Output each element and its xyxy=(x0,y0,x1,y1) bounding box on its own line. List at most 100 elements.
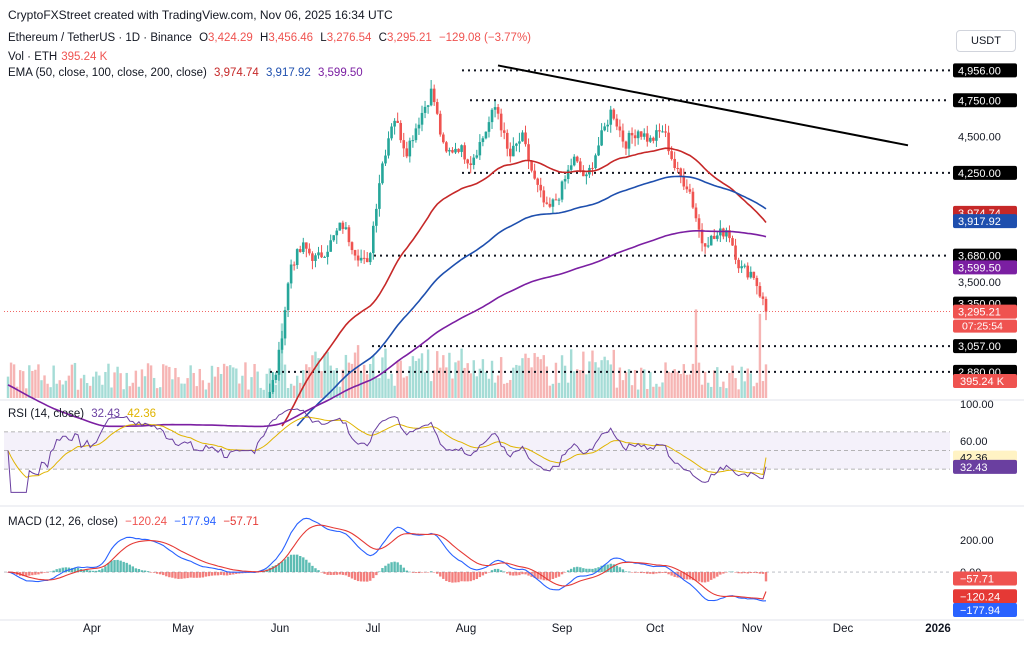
macd-histogram-bar xyxy=(52,570,55,573)
volume-bar xyxy=(195,386,198,398)
candle-body xyxy=(469,163,473,165)
volume-bar xyxy=(627,369,631,398)
macd-histogram-bar xyxy=(317,570,320,573)
macd-histogram-bar xyxy=(463,572,466,582)
macd-histogram-bar xyxy=(521,572,524,575)
candle-body xyxy=(490,109,494,123)
volume-bar xyxy=(25,388,28,398)
volume-bar xyxy=(207,382,211,398)
macd-histogram-bar xyxy=(679,572,682,579)
macd-histogram-bar xyxy=(46,572,49,573)
candle-body xyxy=(466,159,469,164)
volume-bar xyxy=(92,376,95,398)
volume-bar xyxy=(746,368,749,398)
candle-body xyxy=(375,208,378,226)
macd-histogram-bar xyxy=(390,562,393,573)
macd-histogram-bar xyxy=(195,572,198,578)
candle-body xyxy=(575,156,579,162)
macd-histogram-bar xyxy=(70,567,74,573)
volume-bar xyxy=(649,372,652,398)
candle-body xyxy=(408,140,412,157)
volume-bar xyxy=(122,389,125,398)
volume-bar xyxy=(515,364,518,398)
volume-bar xyxy=(274,384,278,398)
volume-bar xyxy=(107,363,110,398)
macd-histogram-bar xyxy=(548,572,552,581)
macd-histogram-bar xyxy=(95,570,98,573)
macd-histogram-bar xyxy=(165,572,168,577)
volume-bar xyxy=(146,363,150,398)
volume-bar xyxy=(560,355,564,398)
candle-body xyxy=(524,132,527,145)
volume-bar xyxy=(128,386,131,398)
macd-histogram-bar xyxy=(716,572,719,577)
macd-histogram-bar xyxy=(110,560,113,573)
macd-histogram-bar xyxy=(506,572,509,574)
candle-body xyxy=(761,296,765,299)
volume-bar xyxy=(734,378,737,398)
volume-bar xyxy=(713,370,716,398)
volume-bar xyxy=(579,370,582,398)
macd-signal-value: −57.71 xyxy=(223,516,259,528)
candle-body xyxy=(359,257,363,261)
volume-bar xyxy=(612,349,615,398)
volume-header: Vol · ETH 395.24 K xyxy=(8,51,108,63)
volume-bar xyxy=(210,365,214,398)
volume-bar xyxy=(311,355,314,398)
volume-bar xyxy=(302,370,305,398)
volume-bar xyxy=(597,367,600,398)
volume-bar xyxy=(295,375,299,398)
candle-body xyxy=(274,374,278,380)
candle-body xyxy=(691,191,695,208)
macd-signal-line xyxy=(7,524,767,600)
volume-bar xyxy=(655,383,658,398)
macd-histogram-bar xyxy=(299,556,302,573)
candle-body xyxy=(661,131,664,133)
volume-bar xyxy=(329,365,332,398)
macd-histogram-bar xyxy=(362,572,366,582)
rsi-label-box xyxy=(953,459,1017,474)
volume-bar xyxy=(682,364,686,398)
macd-histogram-bar xyxy=(478,572,482,578)
candle-body xyxy=(426,105,430,107)
volume-bar xyxy=(280,323,284,398)
time-axis-tick: Aug xyxy=(456,623,476,635)
volume-bar xyxy=(569,349,573,398)
candle-body xyxy=(536,178,539,185)
macd-histogram-bar xyxy=(366,572,369,582)
currency-button[interactable]: USDT xyxy=(956,30,1016,52)
volume-bar xyxy=(706,382,710,398)
countdown-box xyxy=(953,319,1017,333)
macd-label-box xyxy=(953,589,1017,604)
price-label-box xyxy=(953,304,1017,319)
macd-histogram-bar xyxy=(439,572,442,577)
candle-body xyxy=(636,131,640,139)
candle-body xyxy=(673,158,676,168)
macd-histogram-bar xyxy=(655,572,658,574)
candle-body xyxy=(378,183,381,209)
macd-histogram-bar xyxy=(493,568,497,573)
macd-histogram-bar xyxy=(369,572,372,581)
price-label-box xyxy=(953,63,1017,78)
volume-bar xyxy=(764,364,768,398)
macd-histogram-bar xyxy=(624,571,628,573)
volume-bar xyxy=(728,372,731,398)
time-axis-tick: Jun xyxy=(271,623,290,635)
low-value: 3,276.54 xyxy=(326,32,372,44)
macd-histogram-bar xyxy=(174,572,177,579)
rsi-ma-value: 42.36 xyxy=(127,408,157,420)
macd-histogram-bar xyxy=(512,572,515,576)
candle-body xyxy=(572,156,576,166)
candle-body xyxy=(755,277,759,287)
macd-histogram-bar xyxy=(697,572,701,582)
macd-histogram-bar xyxy=(414,572,418,573)
candle-body xyxy=(512,145,515,157)
volume-bar xyxy=(247,389,250,398)
macd-histogram-bar xyxy=(591,568,594,573)
candle-body xyxy=(271,379,275,393)
candle-body xyxy=(715,235,719,239)
macd-histogram-bar xyxy=(192,572,195,578)
macd-histogram-bar xyxy=(448,572,451,583)
volume-bar xyxy=(484,372,488,398)
time-axis-tick: Nov xyxy=(742,623,763,635)
